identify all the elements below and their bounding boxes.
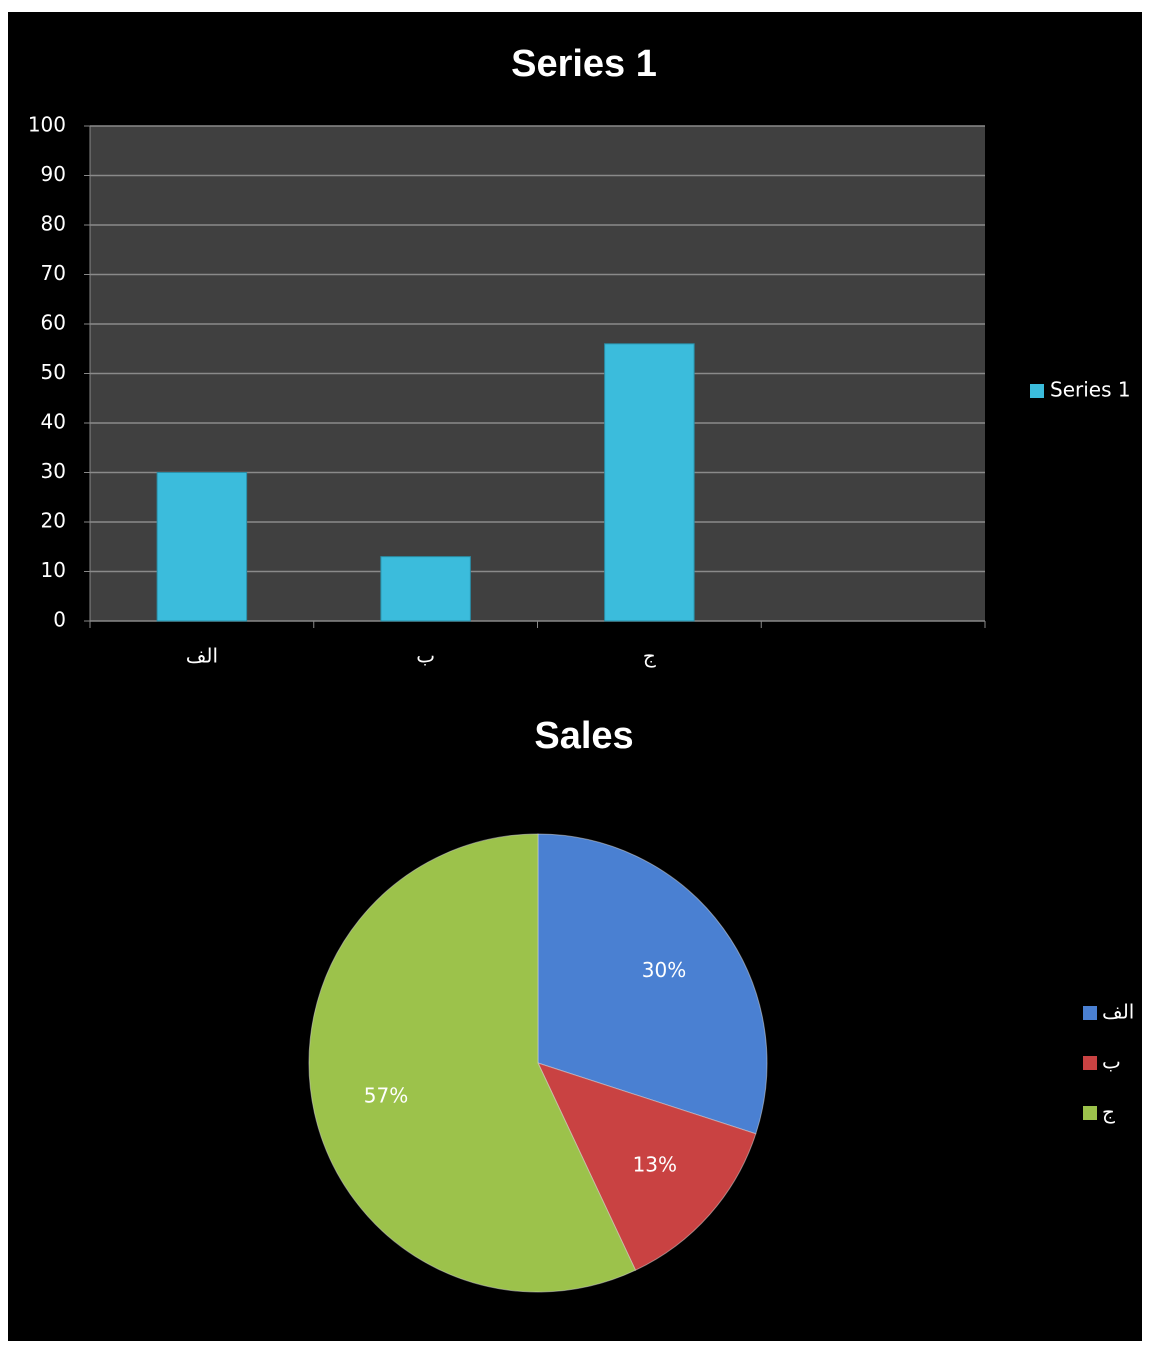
legend-swatch — [1083, 1056, 1097, 1070]
y-tick-label: 80 — [41, 212, 66, 236]
chart-title: Series 1 — [511, 43, 657, 85]
legend-swatch — [1030, 384, 1044, 398]
pie-slice — [537, 1062, 757, 1271]
legend-label: ج — [1102, 1100, 1115, 1124]
chart-title: Sales — [534, 715, 633, 757]
y-tick-label: 10 — [41, 558, 66, 582]
bar — [380, 556, 471, 622]
data-label: 30% — [642, 958, 686, 982]
y-tick-label: 20 — [41, 509, 66, 533]
y-tick-label: 40 — [41, 410, 66, 434]
bar — [156, 472, 248, 622]
x-tick-label: ب — [416, 644, 435, 668]
pie-slice — [537, 833, 768, 1135]
legend-label: ب — [1102, 1050, 1121, 1074]
y-tick-label: 100 — [28, 113, 66, 137]
legend-swatch — [1083, 1006, 1097, 1020]
data-label: 13% — [633, 1152, 677, 1176]
y-tick-label: 50 — [41, 360, 66, 384]
data-label: 57% — [364, 1083, 408, 1107]
y-tick-label: 90 — [41, 162, 66, 186]
pie-slice — [308, 833, 637, 1293]
legend-label: Series 1 — [1050, 378, 1131, 402]
y-tick-label: 70 — [41, 261, 66, 285]
x-tick-label: ج — [643, 644, 656, 668]
y-tick-label: 30 — [41, 459, 66, 483]
x-tick-label: الف — [186, 644, 218, 668]
bar — [604, 343, 695, 622]
y-tick-label: 0 — [53, 608, 66, 632]
legend-label: الف — [1102, 1000, 1134, 1024]
legend-swatch — [1083, 1106, 1097, 1120]
y-tick-label: 60 — [41, 311, 66, 335]
